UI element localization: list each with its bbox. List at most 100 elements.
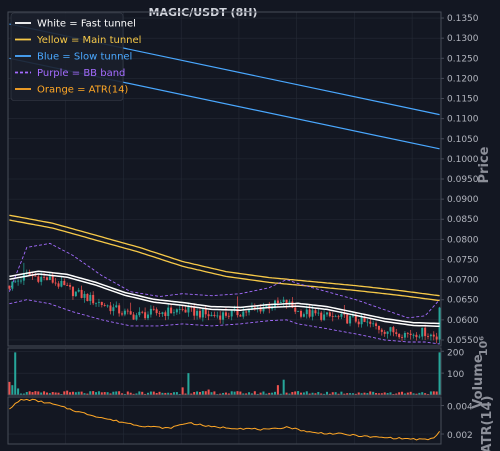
- volume-bar: [54, 392, 57, 395]
- volume-bar: [172, 392, 175, 395]
- volume-bar: [25, 392, 28, 395]
- volume-bar: [349, 393, 352, 395]
- candle-body: [360, 317, 363, 325]
- candle-body: [375, 323, 378, 326]
- candle-body: [123, 310, 126, 315]
- volume-bar: [224, 392, 227, 395]
- candle-body: [311, 310, 314, 317]
- volume-bar: [253, 391, 256, 395]
- volume-bar: [83, 393, 86, 395]
- volume-bar: [210, 392, 213, 395]
- bb-band-upper-line: [8, 242, 440, 319]
- volume-bar: [8, 381, 11, 395]
- main-tunnel-lower-line: [9, 219, 440, 302]
- candle-body: [198, 310, 201, 318]
- volume-bar: [418, 392, 421, 395]
- volume-bar: [132, 393, 135, 395]
- candle-body: [314, 310, 317, 314]
- volume-bar: [170, 393, 173, 395]
- volume-bar: [66, 390, 69, 395]
- volume-bar: [432, 391, 435, 395]
- volume-bar: [435, 391, 438, 395]
- volume-axis-label: Volume: [471, 354, 486, 409]
- candle-body: [386, 331, 389, 334]
- volume-bar: [155, 393, 158, 395]
- candle-body: [48, 276, 51, 280]
- candle-body: [279, 302, 282, 304]
- candle-body: [288, 301, 291, 304]
- candle-body: [372, 323, 375, 325]
- candle-body: [17, 280, 20, 282]
- candle-body: [86, 293, 89, 302]
- candle-body: [392, 327, 395, 333]
- candle-body: [63, 280, 66, 286]
- candle-body: [181, 309, 184, 311]
- volume-bar: [193, 392, 196, 395]
- volume-bar: [279, 393, 282, 395]
- volume-bar: [288, 393, 291, 395]
- candle-body: [66, 285, 69, 286]
- volume-bar: [369, 391, 372, 395]
- volume-bar: [438, 352, 441, 395]
- volume-bar: [181, 387, 184, 395]
- candle-body: [294, 307, 297, 312]
- candle-body: [409, 333, 412, 335]
- volume-bar: [380, 393, 383, 395]
- volume-bar: [328, 393, 331, 395]
- volume-bar: [409, 391, 412, 395]
- candle-body: [19, 280, 23, 282]
- candle-body: [253, 307, 256, 309]
- atr-tick-label: 0.002: [447, 431, 473, 441]
- candle-body: [106, 305, 109, 307]
- volume-bar: [112, 391, 115, 395]
- price-tick-label: 0.0750: [447, 255, 479, 265]
- volume-bar: [294, 391, 297, 395]
- candle-body: [95, 302, 98, 304]
- candle-body: [178, 309, 181, 311]
- candle-body: [259, 307, 262, 312]
- volume-bar: [334, 392, 337, 395]
- volume-bar: [375, 392, 378, 395]
- candle-body: [161, 312, 164, 315]
- candle-body: [366, 321, 369, 323]
- atr-panel: 0.002 0.004 ATR(14): [7, 396, 495, 451]
- price-panel-frame: [7, 11, 442, 347]
- volume-bar: [51, 392, 54, 395]
- legend-entry-label: Blue = Slow tunnel: [37, 52, 132, 63]
- volume-bar: [357, 392, 360, 395]
- volume-bar: [34, 391, 37, 395]
- candle-body: [28, 272, 31, 276]
- volume-bar: [11, 385, 14, 395]
- candle-body: [158, 313, 161, 315]
- volume-bar: [207, 389, 210, 395]
- candle-body: [149, 308, 152, 315]
- volume-bar: [262, 391, 265, 395]
- volume-bar: [115, 391, 118, 395]
- volume-bar: [245, 393, 248, 395]
- candle-body: [210, 314, 213, 317]
- volume-bar: [37, 391, 40, 395]
- candle-body: [317, 312, 320, 314]
- volume-bar: [196, 391, 199, 395]
- volume-tick-label: 100: [447, 370, 464, 380]
- legend-entry-label: Orange = ATR(14): [37, 85, 128, 96]
- candle-body: [236, 308, 239, 316]
- candle-body: [299, 310, 303, 317]
- candle-body: [57, 283, 60, 287]
- volume-bar: [152, 391, 155, 395]
- volume-bar: [412, 393, 415, 395]
- candle-body: [184, 309, 187, 313]
- candle-body: [207, 314, 210, 317]
- candle-body: [328, 312, 331, 317]
- volume-bar: [395, 393, 398, 395]
- volume-bar: [109, 393, 112, 395]
- candle-body: [155, 309, 158, 314]
- volume-bar: [146, 392, 150, 395]
- candle-body: [40, 276, 43, 282]
- atr-panel-frame: [7, 396, 442, 445]
- volume-bar: [305, 391, 308, 395]
- candle-body: [54, 282, 57, 284]
- volume-bar: [242, 393, 245, 395]
- legend-entry-label: Yellow = Main tunnel: [36, 35, 141, 46]
